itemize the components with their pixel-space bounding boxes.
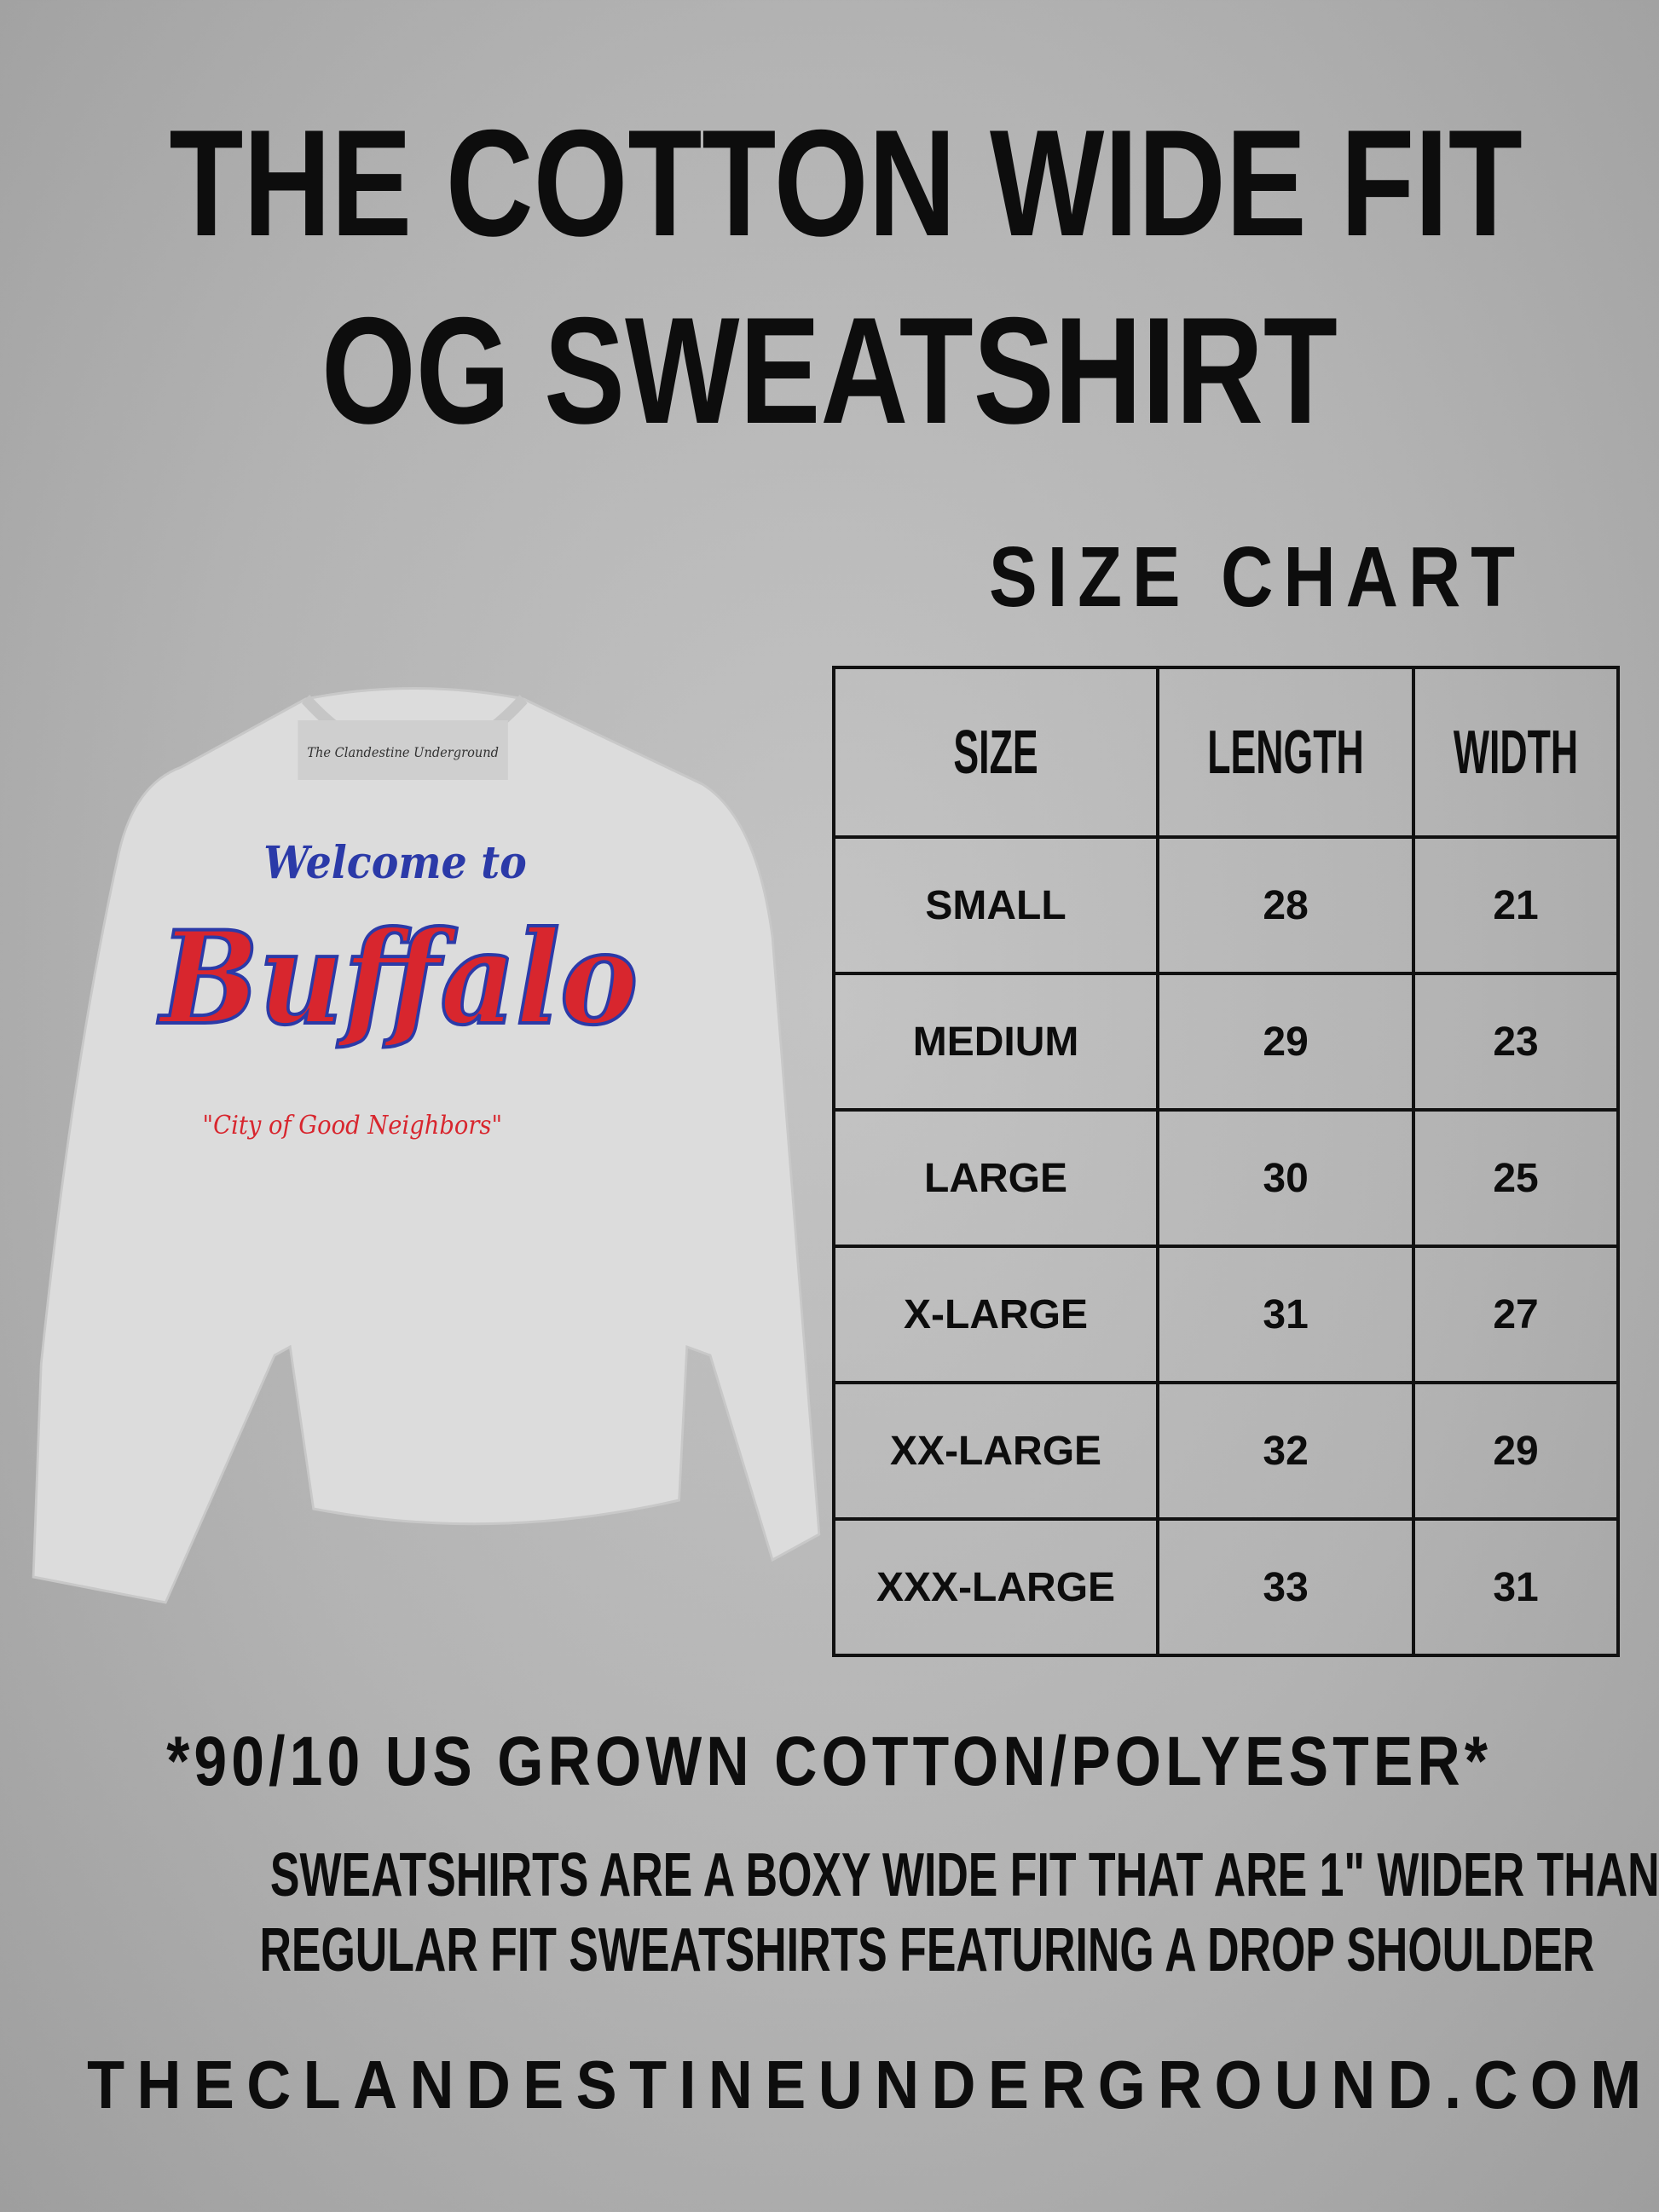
length-cell: 33 — [1156, 1517, 1416, 1657]
size-cell: SMALL — [831, 835, 1160, 975]
width-cell: 31 — [1412, 1517, 1620, 1657]
table-row: XX-LARGE 32 29 — [831, 1381, 1620, 1521]
column-header-length: LENGTH — [1156, 666, 1416, 839]
website-text: THECLANDESTINEUNDERGROUND.COM — [87, 2047, 1654, 2122]
width-cell: 29 — [1412, 1381, 1620, 1521]
table-row: MEDIUM 29 23 — [831, 972, 1620, 1112]
sweatshirt-image: The Clandestine Underground Welcome to B… — [32, 687, 821, 1604]
table-row: XXX-LARGE 33 31 — [831, 1517, 1620, 1657]
length-cell: 28 — [1156, 835, 1416, 975]
length-cell: 30 — [1156, 1108, 1416, 1248]
width-cell: 21 — [1412, 835, 1620, 975]
table-row: X-LARGE 31 27 — [831, 1245, 1620, 1384]
description-line-1: SWEATSHIRTS ARE A BOXY WIDE FIT THAT ARE… — [269, 1841, 1659, 1909]
table-row: LARGE 30 25 — [831, 1108, 1620, 1248]
width-cell: 27 — [1412, 1245, 1620, 1384]
description-line-2: REGULAR FIT SWEATSHIRTS FEATURING A DROP… — [259, 1916, 1595, 1984]
size-cell: LARGE — [831, 1108, 1160, 1248]
column-header-size: SIZE — [831, 666, 1160, 839]
graphic-tagline-text: "City of Good Neighbors" — [203, 1110, 502, 1141]
length-cell: 29 — [1156, 972, 1416, 1112]
size-cell: MEDIUM — [831, 972, 1160, 1112]
column-header-width: WIDTH — [1412, 666, 1620, 839]
length-cell: 31 — [1156, 1245, 1416, 1384]
size-cell: X-LARGE — [831, 1245, 1160, 1384]
size-chart-heading: SIZE CHART — [989, 529, 1525, 625]
graphic-welcome-text: Welcome to — [263, 836, 527, 889]
size-cell: XX-LARGE — [831, 1381, 1160, 1521]
table-header-row: SIZE LENGTH WIDTH — [831, 666, 1620, 839]
length-cell: 32 — [1156, 1381, 1416, 1521]
graphic-buffalo-text: Buffalo — [157, 903, 638, 1054]
width-cell: 23 — [1412, 972, 1620, 1112]
title-line-2: OG SWEATSHIRT — [321, 286, 1338, 455]
size-chart-table: SIZE LENGTH WIDTH SMALL 28 21 MEDIUM 29 23 L… — [831, 666, 1620, 1657]
material-text: *90/10 US GROWN COTTON/POLYESTER* — [166, 1723, 1493, 1800]
title-line-1: THE COTTON WIDE FIT — [169, 98, 1523, 268]
neck-label — [298, 720, 508, 780]
width-cell: 25 — [1412, 1108, 1620, 1248]
size-cell: XXX-LARGE — [831, 1517, 1160, 1657]
table-row: SMALL 28 21 — [831, 835, 1620, 975]
neck-label-text: The Clandestine Underground — [307, 744, 499, 760]
